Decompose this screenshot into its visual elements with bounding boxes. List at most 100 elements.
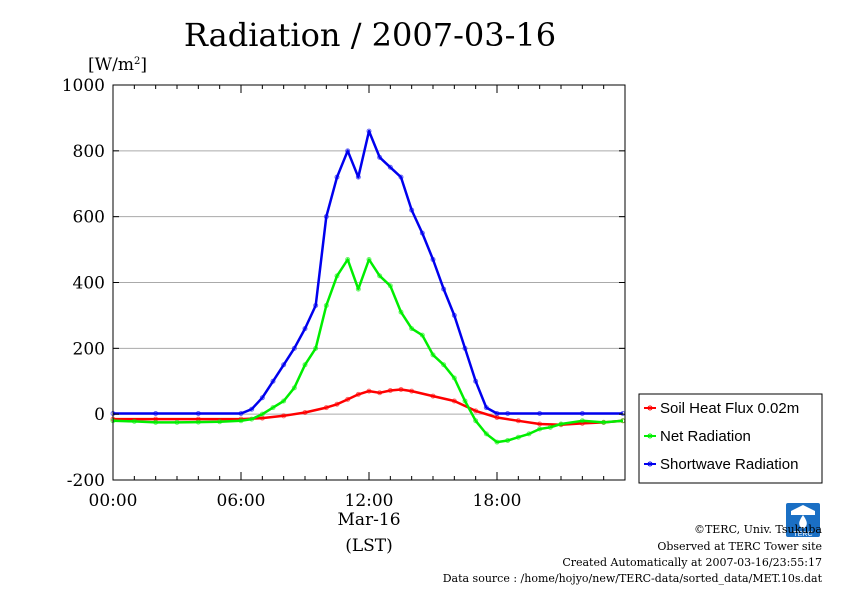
series-point [366, 128, 372, 134]
series-point [558, 421, 564, 427]
terc-logo: TERC [786, 503, 820, 538]
x-tick-label: 06:00 [217, 491, 266, 511]
series-point [451, 375, 457, 381]
logo-roof-shape [791, 505, 815, 515]
series-point [323, 214, 329, 220]
series-point [153, 419, 159, 425]
series-point [387, 283, 393, 289]
series-point [451, 398, 457, 404]
series-point [345, 396, 351, 402]
series-group [110, 128, 626, 445]
series-2 [110, 128, 626, 417]
series-point [259, 395, 265, 401]
y-tick-label: 200 [73, 339, 105, 359]
series-point [473, 418, 479, 424]
y-tick-label: 400 [73, 274, 105, 294]
series-point [355, 174, 361, 180]
legend-label: Soil Heat Flux 0.02m [660, 400, 799, 417]
series-0 [110, 386, 626, 428]
footer-source: Data source : /home/hojyo/new/TERC-data/… [443, 572, 823, 585]
series-point [409, 388, 415, 394]
series-point [355, 391, 361, 397]
legend-marker [647, 433, 653, 439]
series-point [505, 438, 511, 443]
series-point [419, 230, 425, 236]
series-point [441, 362, 447, 368]
series-point [462, 345, 468, 351]
footer-copyright: ©TERC, Univ. Tsukuba [694, 523, 822, 536]
series-point [547, 424, 553, 430]
series-point [526, 431, 532, 437]
series-point [345, 256, 351, 262]
axis-ticks: -200 0 200 400 600 800 1000 00:00 06:00 12:00 18:0… [62, 76, 626, 511]
x-tick-label: 18:00 [473, 491, 522, 511]
series-point [195, 411, 201, 417]
series-point [270, 378, 276, 384]
grid-lines [113, 150, 625, 415]
series-point [302, 410, 308, 416]
y-axis-label-sup: 2 [134, 56, 140, 67]
x-tick-label: 12:00 [345, 491, 394, 511]
series-point [291, 345, 297, 351]
series-point [494, 439, 500, 445]
legend: Soil Heat Flux 0.02m Net Radiation Shortwa… [638, 393, 823, 484]
series-point [537, 411, 543, 417]
series-point [281, 362, 287, 368]
legend-marker [647, 461, 653, 467]
series-point [238, 418, 244, 424]
series-point [174, 419, 180, 425]
series-point [323, 303, 329, 309]
y-axis-label-close: ] [140, 55, 147, 75]
y-tick-label: 1000 [62, 76, 105, 96]
series-point [579, 418, 585, 424]
footer-site: Observed at TERC Tower site [657, 540, 822, 553]
series-point [345, 148, 351, 154]
series-point [398, 386, 404, 392]
series-point [323, 405, 329, 411]
series-point [195, 419, 201, 425]
series-point [451, 312, 457, 318]
y-axis-label-base: [W/m [88, 55, 134, 75]
series-point [409, 207, 415, 213]
series-point [270, 405, 276, 411]
series-point [249, 406, 255, 412]
y-tick-label: 600 [73, 208, 105, 228]
legend-box [638, 393, 823, 484]
series-point [398, 174, 404, 180]
y-axis-label: [W/m2] [88, 55, 147, 75]
series-point [419, 332, 425, 338]
series-line [113, 388, 624, 426]
y-tick-label: 0 [94, 405, 105, 425]
series-point [217, 419, 223, 425]
series-point [430, 393, 436, 399]
series-point [238, 411, 244, 417]
y-tick-label: -200 [67, 471, 105, 491]
series-point [537, 426, 543, 432]
series-point [281, 413, 287, 419]
series-point [259, 411, 265, 417]
series-point [377, 390, 383, 396]
series-point [334, 273, 340, 279]
series-line [113, 129, 623, 415]
x-axis-date-label: Mar-16 [337, 510, 400, 530]
series-point [313, 345, 319, 351]
legend-marker [647, 405, 653, 411]
y-tick-label: 800 [73, 142, 105, 162]
series-point [302, 362, 308, 368]
series-point [131, 418, 137, 424]
series-point [249, 416, 255, 422]
series-point [377, 273, 383, 279]
series-point [355, 286, 361, 292]
series-point [366, 256, 372, 262]
x-axis-tz-label: (LST) [345, 536, 393, 556]
series-point [387, 164, 393, 170]
series-line [112, 258, 624, 444]
series-point [483, 431, 489, 437]
series-point [505, 411, 511, 417]
series-point [515, 418, 521, 424]
series-point [334, 174, 340, 180]
series-point [313, 303, 319, 309]
chart-title: Radiation / 2007-03-16 [184, 16, 556, 54]
logo-text: TERC [793, 531, 812, 538]
series-point [398, 309, 404, 315]
